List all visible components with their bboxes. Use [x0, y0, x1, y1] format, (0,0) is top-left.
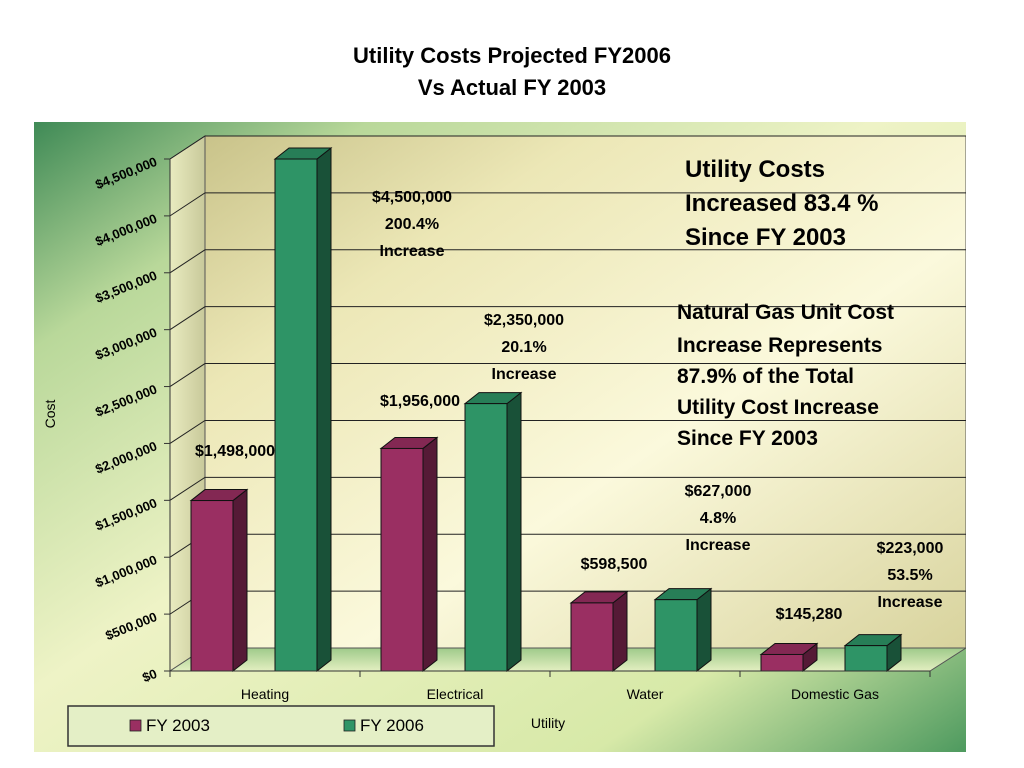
x-tick-label: Heating — [241, 686, 289, 702]
bar-fy2006 — [273, 146, 333, 673]
data-label-fy2003: $598,500 — [581, 556, 648, 573]
data-label-fy2006: 200.4% — [385, 216, 439, 233]
bar-fy2003 — [569, 590, 629, 673]
grid-line — [169, 135, 966, 160]
data-label-fy2006: Increase — [878, 594, 943, 611]
chart-title-line-1: Utility Costs Projected FY2006 — [353, 43, 671, 68]
x-tick-label: Water — [627, 686, 664, 702]
legend-label-fy2006: FY 2006 — [360, 716, 424, 735]
grid-line — [169, 419, 966, 444]
annotation-gas-line-5: Since FY 2003 — [677, 427, 818, 450]
data-label-fy2006: $4,500,000 — [372, 189, 452, 206]
y-axis-title: Cost — [42, 400, 58, 429]
annotation-gas-line-1: Natural Gas Unit Cost — [677, 301, 894, 324]
bar-fy2003 — [759, 642, 819, 673]
legend-swatch-fy2006 — [343, 719, 356, 732]
x-axis-title: Utility — [531, 715, 565, 731]
data-label-fy2006: Increase — [492, 366, 557, 383]
annotation-total-line-1: Utility Costs — [685, 156, 825, 183]
bar-fy2003 — [379, 436, 439, 673]
chart-area: $0 $500,000 $1,000,000 $1,500,000 $2,000,000… — [34, 122, 968, 752]
bar-fy2006 — [653, 587, 713, 673]
grid-line — [169, 192, 966, 217]
data-label-fy2006: Increase — [380, 243, 445, 260]
annotation-total-line-2: Increased 83.4 % — [685, 190, 878, 217]
y-tick-label: $0 — [140, 666, 159, 685]
data-label-fy2006: Increase — [686, 537, 751, 554]
data-label-fy2006: 53.5% — [887, 567, 932, 584]
grid-line — [169, 249, 966, 274]
grid-line — [169, 306, 966, 331]
data-label-fy2006: $2,350,000 — [484, 312, 564, 329]
data-label-fy2006: 20.1% — [501, 339, 546, 356]
x-tick-label: Electrical — [427, 686, 484, 702]
chart-title: Utility Costs Projected FY2006 Vs Actual… — [0, 40, 1024, 104]
data-label-fy2006: $223,000 — [877, 540, 944, 557]
grid-line — [169, 363, 966, 387]
bar-fy2006 — [843, 633, 903, 673]
data-label-fy2003: $1,498,000 — [195, 443, 275, 460]
legend-label-fy2003: FY 2003 — [146, 716, 210, 735]
x-tick-label: Domestic Gas — [791, 686, 879, 702]
annotation-gas-line-2: Increase Represents — [677, 334, 882, 357]
annotation-gas-line-4: Utility Cost Increase — [677, 396, 879, 419]
bar-fy2006 — [463, 391, 523, 673]
annotation-gas-line-3: 87.9% of the Total — [677, 365, 854, 388]
data-label-fy2003: $1,956,000 — [380, 393, 460, 410]
data-label-fy2006: 4.8% — [700, 510, 736, 527]
grid-line — [169, 476, 966, 501]
legend: FY 2003 FY 2006 — [67, 705, 495, 747]
data-label-fy2006: $627,000 — [685, 483, 752, 500]
bar-fy2003 — [189, 488, 249, 673]
data-label-fy2003: $145,280 — [776, 606, 843, 623]
annotation-total-line-3: Since FY 2003 — [685, 224, 846, 251]
legend-swatch-fy2003 — [129, 719, 142, 732]
bar-chart: $0$500,000$1,000,000$1,500,000$2,000,000… — [34, 122, 968, 752]
annotation-gas-share: Natural Gas Unit Cost Increase Represent… — [677, 301, 894, 450]
chart-title-line-2: Vs Actual FY 2003 — [417, 75, 607, 100]
annotation-total-increase: Utility Costs Increased 83.4 % Since FY … — [685, 156, 878, 251]
